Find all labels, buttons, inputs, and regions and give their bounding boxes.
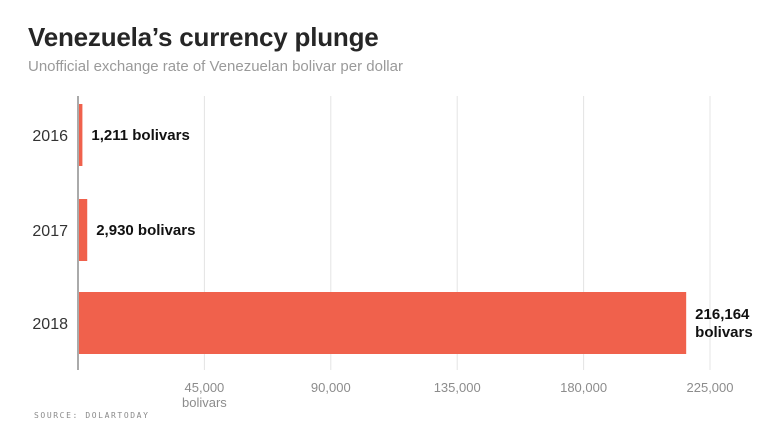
- data-label-2017: 2,930 bolivars: [96, 222, 195, 239]
- x-tick-label: 135,000: [434, 380, 481, 395]
- source-note: SOURCE: DOLARTODAY: [34, 411, 150, 420]
- bar-2017: [79, 199, 88, 261]
- category-label-2016: 2016: [32, 128, 68, 145]
- data-label-2018: 216,164 bolivars: [695, 306, 753, 341]
- category-label-2017: 2017: [32, 223, 68, 240]
- chart-title: Venezuela’s currency plunge: [28, 22, 379, 52]
- x-tick-label: 180,000: [560, 380, 607, 395]
- x-tick-label: 225,000: [687, 380, 734, 395]
- bar-2018: [79, 292, 687, 354]
- x-unit-label: bolivars: [182, 395, 227, 410]
- x-tick-label: 90,000: [311, 380, 351, 395]
- x-tick-label: 45,000: [185, 380, 225, 395]
- bar-2016: [79, 104, 83, 166]
- chart-subtitle: Unofficial exchange rate of Venezuelan b…: [28, 58, 403, 75]
- category-label-2018: 2018: [32, 316, 68, 333]
- data-label-2016: 1,211 bolivars: [91, 127, 189, 144]
